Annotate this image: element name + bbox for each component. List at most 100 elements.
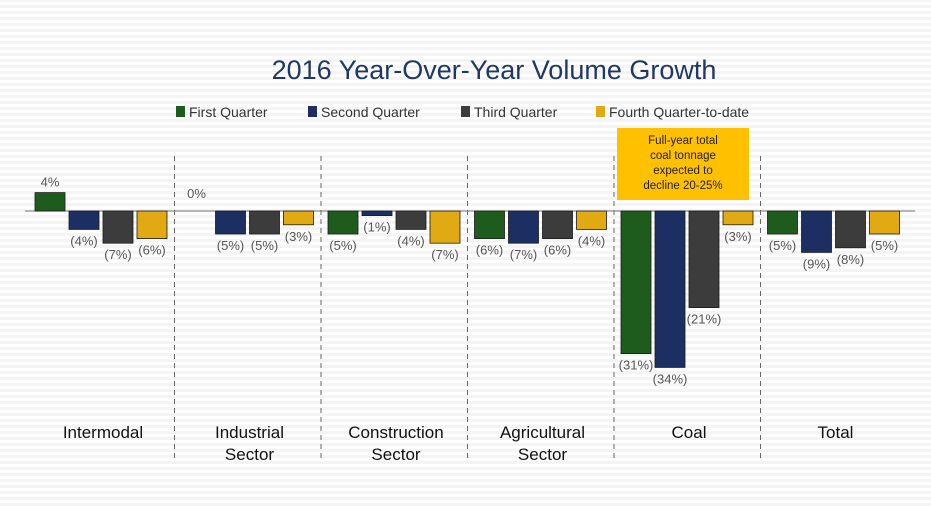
category-label: Intermodal	[63, 423, 143, 442]
bar	[654, 210, 686, 368]
category-labels: Intermodal Industrial Sector Construction Se…	[63, 423, 854, 464]
background-stripe	[0, 212, 931, 215]
background-stripe	[0, 434, 931, 437]
legend-label: First Quarter	[189, 104, 268, 120]
background-stripe	[0, 122, 931, 125]
bar	[508, 210, 539, 244]
data-label: (5%)	[769, 238, 796, 253]
category-label: Industrial	[215, 423, 284, 442]
background-stripe	[0, 452, 931, 455]
background-stripe	[0, 206, 931, 209]
category-label: Total	[818, 423, 854, 442]
background-stripe	[0, 368, 931, 371]
background-stripe	[0, 188, 931, 191]
background-stripe	[0, 80, 931, 83]
bar	[327, 210, 359, 235]
data-label: (6%)	[476, 243, 503, 258]
background-stripe	[0, 230, 931, 233]
background-stripe	[0, 44, 931, 47]
background-stripe	[0, 314, 931, 317]
background-stripe	[0, 116, 931, 119]
background-stripe	[0, 158, 931, 161]
bar	[869, 210, 900, 235]
background-stripe	[0, 416, 931, 419]
bar	[102, 210, 134, 244]
background-stripe	[0, 248, 931, 251]
bar	[688, 210, 720, 308]
background-stripe	[0, 308, 931, 311]
background-stripe	[0, 464, 931, 467]
background-stripe	[0, 2, 931, 5]
background-stripe	[0, 152, 931, 155]
background-stripe	[0, 422, 931, 425]
background-stripe	[0, 32, 931, 35]
annotation-box	[617, 128, 749, 200]
background-stripe	[0, 458, 931, 461]
legend-swatch	[596, 106, 605, 117]
background-stripe	[0, 146, 931, 149]
background-stripe	[0, 140, 931, 143]
background-stripe	[0, 74, 931, 77]
data-label: (3%)	[285, 229, 312, 244]
data-label: (5%)	[871, 238, 898, 253]
annotation-text: expected to	[653, 165, 712, 177]
annotation-text: coal tonnage	[650, 150, 716, 162]
chart-title: 2016 Year-Over-Year Volume Growth	[272, 55, 717, 85]
data-label: 4%	[41, 175, 60, 190]
legend-swatch	[308, 106, 317, 117]
data-label: (5%)	[329, 238, 356, 253]
legend-swatch	[176, 106, 185, 117]
background-stripe	[0, 266, 931, 269]
background-stripe	[0, 218, 931, 221]
background-stripe	[0, 476, 931, 479]
background-stripe	[0, 20, 931, 23]
background-stripe	[0, 302, 931, 305]
background-stripe	[0, 440, 931, 443]
background-stripe	[0, 254, 931, 257]
background-stripe	[0, 326, 931, 329]
bar	[474, 210, 505, 240]
data-label: (6%)	[544, 243, 571, 258]
background-stripe	[0, 200, 931, 203]
background-stripe	[0, 272, 931, 275]
bar	[620, 210, 652, 355]
background-stripe	[0, 68, 931, 71]
data-label: (4%)	[70, 233, 97, 248]
background-stripe	[0, 164, 931, 167]
background-stripe	[0, 104, 931, 107]
bar	[249, 210, 280, 235]
background-stripe	[0, 170, 931, 173]
background-stripe	[0, 278, 931, 281]
background-stripe	[0, 86, 931, 89]
background-stripe	[0, 176, 931, 179]
background-stripe	[0, 56, 931, 59]
background-stripe	[0, 488, 931, 491]
legend-label: Second Quarter	[321, 104, 420, 120]
bar	[801, 210, 832, 253]
data-label: (34%)	[653, 371, 688, 386]
data-label: (5%)	[251, 238, 278, 253]
background-stripe	[0, 182, 931, 185]
data-labels: 4% 0% (5%) (6%) (31%) (5%) (4%) (5%) (1%) (7%) (34…	[41, 175, 899, 387]
bar	[767, 210, 798, 235]
data-label: (6%)	[138, 243, 165, 258]
background-stripe	[0, 290, 931, 293]
bar	[576, 210, 607, 230]
data-label: (5%)	[217, 238, 244, 253]
bar	[34, 192, 66, 212]
category-label: Sector	[371, 445, 420, 464]
data-label: (7%)	[510, 247, 537, 262]
background-stripe	[0, 404, 931, 407]
background-stripe	[0, 320, 931, 323]
background-stripe	[0, 482, 931, 485]
data-label: 0%	[187, 186, 206, 201]
background-stripe	[0, 92, 931, 95]
background-stripe	[0, 344, 931, 347]
bar	[68, 210, 100, 230]
legend-swatch	[461, 106, 470, 117]
background-stripe	[0, 446, 931, 449]
background-stripe	[0, 128, 931, 131]
